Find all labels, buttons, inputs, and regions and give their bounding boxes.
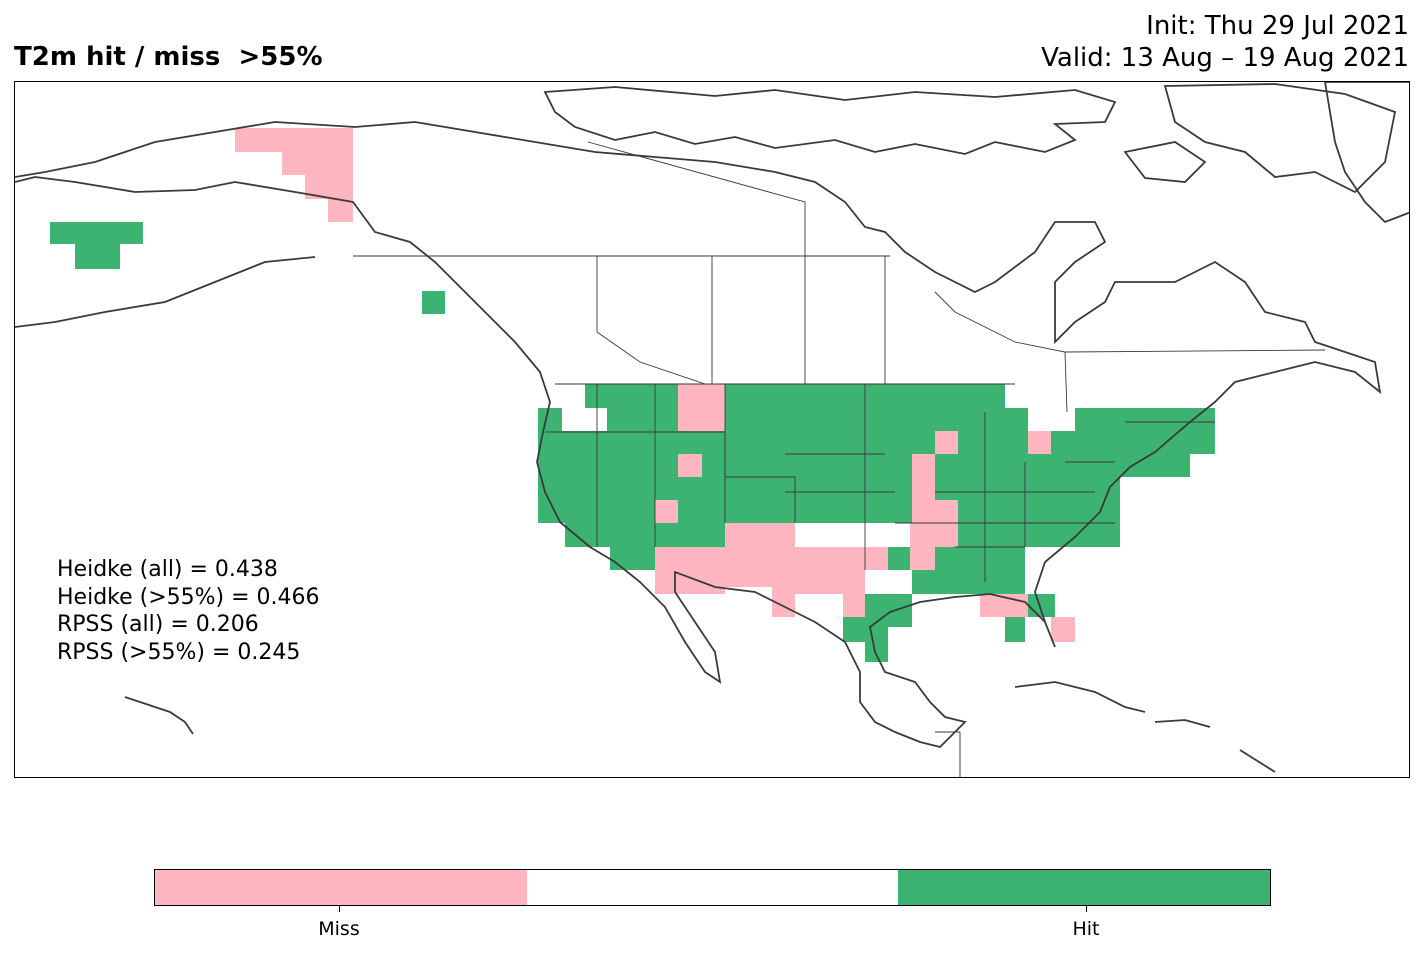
coastlines — [15, 82, 1409, 773]
miss-cells — [235, 128, 1075, 642]
colorbar-label-miss: Miss — [318, 918, 360, 940]
init-date: Init: Thu 29 Jul 2021 — [1146, 11, 1409, 41]
rpss-all: RPSS (all) = 0.206 — [57, 612, 259, 637]
colorbar-neutral — [526, 870, 899, 905]
map-canvas — [15, 82, 1409, 777]
colorbar — [154, 869, 1271, 906]
map-panel — [14, 81, 1410, 778]
valid-range: Valid: 13 Aug – 19 Aug 2021 — [1041, 43, 1409, 73]
colorbar-label-hit: Hit — [1072, 918, 1100, 940]
colorbar-miss — [155, 870, 527, 905]
rpss-55: RPSS (>55%) = 0.245 — [57, 639, 301, 665]
heidke-all: Heidke (all) = 0.438 — [57, 557, 278, 582]
date-info: Init: Thu 29 Jul 2021 Valid: 13 Aug – 19… — [1041, 10, 1409, 74]
colorbar-tick-miss — [339, 906, 340, 912]
heidke-55: Heidke (>55%) = 0.466 — [57, 584, 320, 610]
colorbar-hit — [898, 870, 1271, 905]
score-panel: Heidke (all) = 0.438 Heidke (>55%) = 0.4… — [57, 556, 320, 666]
state-borders — [353, 141, 1326, 777]
map-title: T2m hit / miss >55% — [14, 42, 323, 72]
colorbar-tick-hit — [1086, 906, 1087, 912]
